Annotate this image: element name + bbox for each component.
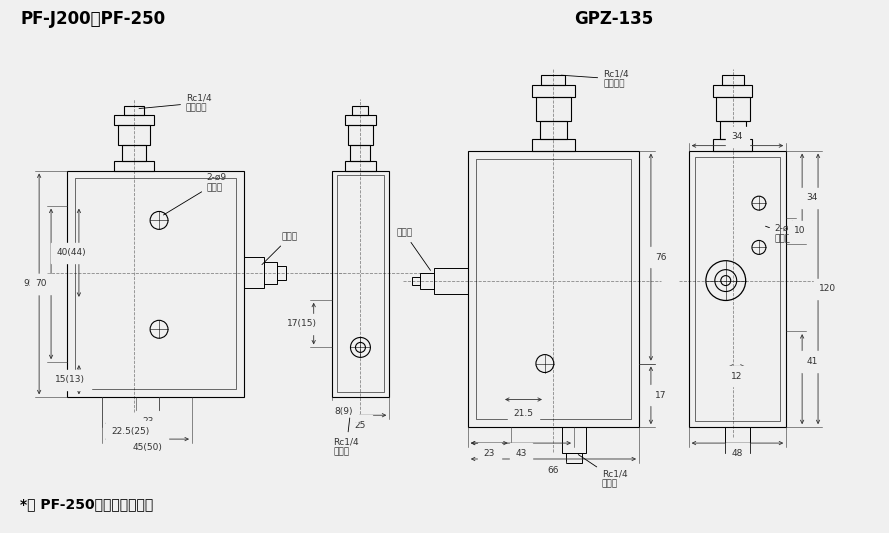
Bar — [689, 151, 786, 427]
Text: Rc1/4
进油口: Rc1/4 进油口 — [333, 418, 359, 457]
Text: 70: 70 — [36, 279, 47, 288]
Bar — [541, 75, 565, 85]
Bar — [337, 175, 384, 392]
Bar — [244, 257, 264, 288]
Text: 76: 76 — [655, 253, 667, 262]
Bar — [115, 160, 154, 171]
Text: 12: 12 — [731, 372, 742, 381]
Text: PF-J200、PF-250: PF-J200、PF-250 — [20, 10, 165, 28]
Text: 15(13): 15(13) — [55, 375, 85, 384]
Bar — [720, 121, 746, 139]
Bar — [352, 106, 368, 115]
Bar — [345, 115, 376, 125]
Text: 66: 66 — [548, 466, 559, 475]
Bar — [730, 453, 745, 463]
Text: 23: 23 — [484, 449, 495, 457]
Bar — [412, 277, 420, 285]
Bar — [264, 262, 276, 284]
Text: 48: 48 — [732, 449, 743, 457]
Text: 2-ø9
安装孔: 2-ø9 安装孔 — [164, 173, 227, 215]
Text: 8(9): 8(9) — [334, 407, 352, 416]
Text: 34: 34 — [806, 193, 818, 202]
Text: 45(50): 45(50) — [132, 442, 162, 451]
Bar — [345, 160, 376, 171]
Bar — [535, 97, 572, 121]
Bar — [348, 125, 373, 144]
Text: 34: 34 — [732, 132, 743, 141]
Text: 21.5: 21.5 — [514, 409, 533, 418]
Bar — [532, 85, 575, 97]
Text: Rc1/4
空气入口: Rc1/4 空气入口 — [139, 93, 212, 112]
Text: Rc1/4
空气入口: Rc1/4 空气入口 — [561, 69, 629, 88]
Bar — [420, 272, 434, 288]
Bar — [468, 151, 639, 427]
Bar — [540, 121, 567, 139]
Bar — [123, 144, 146, 160]
Text: 喷油嘴: 喷油嘴 — [262, 232, 298, 265]
Text: Rc1/4
进油口: Rc1/4 进油口 — [578, 455, 628, 489]
Text: *： PF-250型为括号内尺寸: *： PF-250型为括号内尺寸 — [20, 497, 154, 511]
Bar — [115, 115, 154, 125]
Bar — [118, 125, 150, 144]
Text: 17: 17 — [655, 391, 667, 400]
Bar — [716, 97, 749, 121]
Bar — [713, 139, 752, 151]
Text: 10: 10 — [795, 226, 806, 235]
Text: 95: 95 — [23, 279, 35, 288]
Bar — [434, 268, 468, 294]
Bar — [694, 157, 781, 421]
Bar — [725, 427, 750, 453]
Text: 23: 23 — [142, 417, 153, 426]
Text: 40(44): 40(44) — [56, 248, 85, 257]
Bar — [67, 171, 244, 397]
Bar — [532, 139, 575, 151]
Text: 17(15): 17(15) — [287, 319, 316, 328]
Bar — [350, 144, 371, 160]
Text: 22.5(25): 22.5(25) — [112, 426, 150, 435]
Bar — [722, 75, 743, 85]
Bar — [476, 158, 631, 419]
Text: 120: 120 — [820, 285, 837, 293]
Text: 25: 25 — [355, 421, 366, 430]
Bar — [332, 171, 389, 397]
Text: 喷油嘴: 喷油嘴 — [396, 228, 430, 270]
Bar — [124, 106, 144, 115]
Bar — [566, 453, 582, 463]
Text: 41: 41 — [806, 357, 818, 366]
Bar — [276, 265, 286, 279]
Text: GPZ-135: GPZ-135 — [574, 10, 653, 28]
Text: 43: 43 — [516, 449, 526, 457]
Bar — [75, 179, 236, 389]
Text: 2-ø7
安装孔: 2-ø7 安装孔 — [765, 223, 795, 243]
Bar — [562, 427, 586, 453]
Bar — [713, 85, 752, 97]
